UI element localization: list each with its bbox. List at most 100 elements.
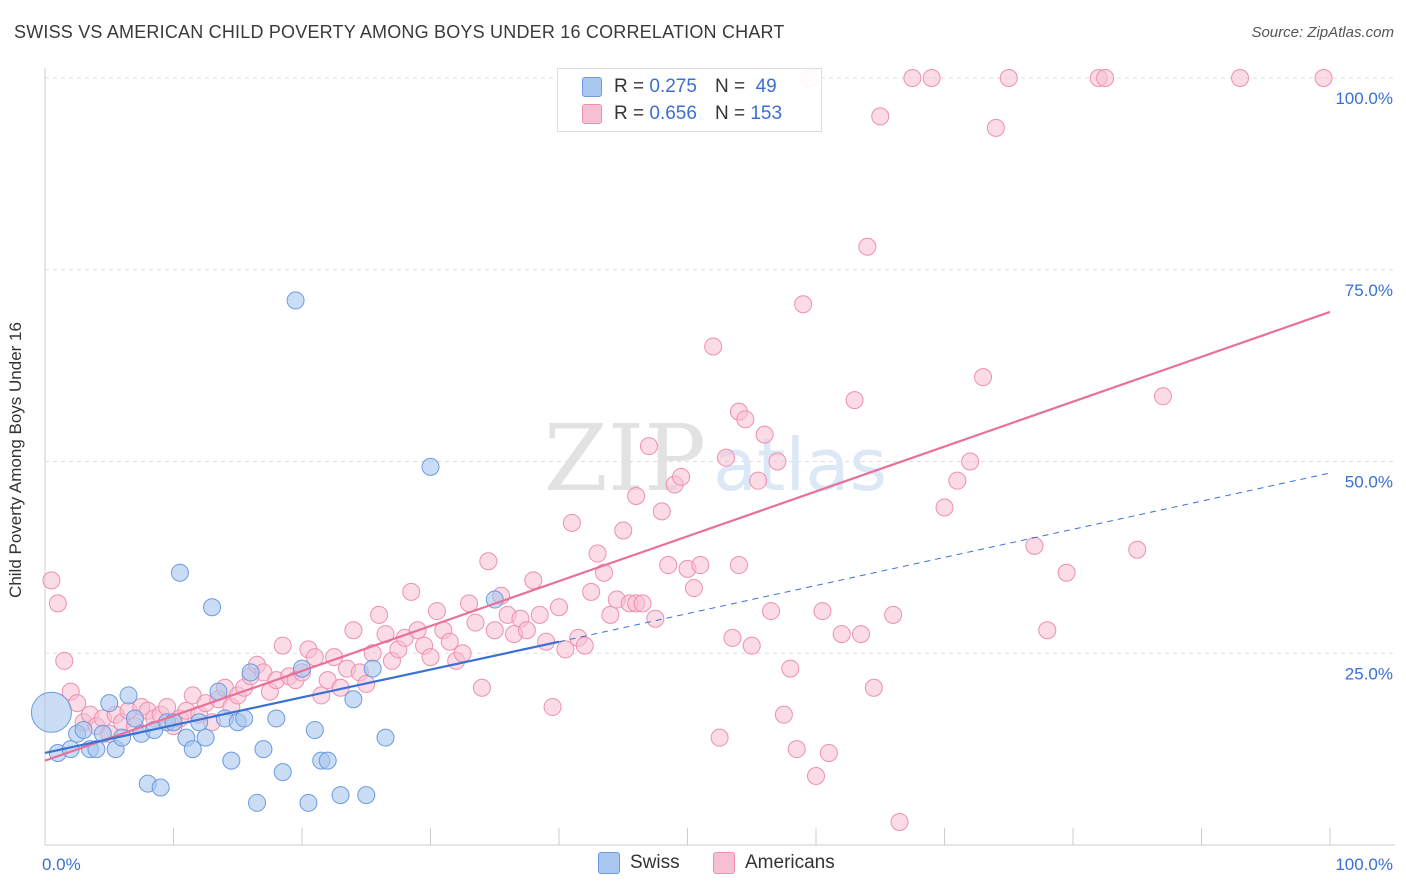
swiss-point <box>421 457 440 476</box>
swiss-trend-line <box>44 640 560 755</box>
swiss-point <box>100 694 119 713</box>
chart-title: SWISS VS AMERICAN CHILD POVERTY AMONG BO… <box>14 22 785 42</box>
y-axis-label-wrap: Child Poverty Among Boys Under 16 <box>6 322 26 598</box>
swiss-point <box>74 720 93 739</box>
legend-swiss-n-value: 49 <box>755 76 777 97</box>
swiss-point <box>203 598 222 617</box>
american-point <box>550 598 568 617</box>
american-point <box>485 621 504 640</box>
american-point <box>935 498 954 517</box>
american-point <box>537 632 556 651</box>
swiss-point <box>235 709 254 728</box>
correlation-legend: R = 0.275 N = 49 R = 0.656 N = 153 <box>557 68 822 132</box>
legend-row-americans: R = 0.656 N = 153 <box>582 102 782 126</box>
swiss-point <box>273 763 292 782</box>
american-point <box>762 602 781 621</box>
american-point <box>1096 69 1115 87</box>
american-point <box>344 621 363 640</box>
american-point <box>402 582 421 601</box>
american-point <box>819 743 838 762</box>
swiss-swatch-icon <box>582 77 602 97</box>
american-point <box>652 502 671 521</box>
legend-item-americans[interactable]: Americans <box>713 852 835 874</box>
american-point <box>594 563 613 582</box>
american-point <box>427 602 446 621</box>
american-point <box>472 678 491 697</box>
americans-trend-line <box>44 310 1331 762</box>
swiss-point <box>125 709 144 728</box>
american-point <box>871 107 890 126</box>
american-point <box>851 625 870 644</box>
y-tick-label: 50.0% <box>1345 473 1393 492</box>
american-point <box>684 579 703 598</box>
y-tick-label: 25.0% <box>1345 664 1393 683</box>
american-point <box>723 628 742 647</box>
swiss-point <box>254 740 273 759</box>
american-point <box>691 556 710 575</box>
swiss-point <box>222 751 241 770</box>
legend-swiss-label: Swiss <box>630 852 680 873</box>
watermark-zip: ZIP <box>544 405 706 512</box>
american-point <box>858 237 877 256</box>
swiss-point <box>344 690 363 709</box>
american-point <box>273 636 292 655</box>
watermark-atlas: atlas <box>713 423 887 507</box>
american-point <box>582 582 601 601</box>
american-point <box>659 556 678 575</box>
swiss-point <box>331 786 350 805</box>
legend-americans-r-label: R = <box>614 103 645 124</box>
american-point <box>903 69 922 87</box>
american-point <box>736 410 755 429</box>
trend-layer <box>44 310 1331 762</box>
american-point <box>1038 621 1057 640</box>
american-point <box>986 118 1005 137</box>
swiss-point <box>248 793 267 812</box>
legend-swiss-n-label: N = <box>714 76 746 97</box>
swiss-point <box>357 786 376 805</box>
legend-swiss-r-label: R = <box>614 76 645 97</box>
grid-layer <box>45 77 1395 654</box>
american-point <box>672 467 691 486</box>
american-point <box>774 705 793 724</box>
tick-labels: 25.0% 50.0% 75.0% 100.0% 0.0% 100.0% <box>42 89 1393 874</box>
y-tick-label: 75.0% <box>1345 281 1393 300</box>
american-point <box>749 471 768 490</box>
americans-legend-swatch-icon <box>713 852 735 874</box>
american-point <box>948 471 967 490</box>
swiss-point <box>267 709 286 728</box>
legend-americans-n-label: N = <box>714 103 746 124</box>
american-point <box>1231 69 1250 87</box>
american-point <box>524 571 543 590</box>
american-point <box>1057 563 1076 582</box>
american-point <box>453 644 472 663</box>
x-tick-label-min: 0.0% <box>42 855 81 874</box>
american-point <box>42 571 61 590</box>
american-point <box>633 594 652 613</box>
american-point <box>1314 69 1333 87</box>
swiss-point <box>286 291 305 310</box>
american-point <box>48 594 67 613</box>
american-point <box>556 640 575 659</box>
american-point <box>646 609 665 628</box>
swiss-point <box>363 659 382 678</box>
american-point <box>710 728 729 747</box>
series-legend: Swiss Americans <box>0 852 1406 878</box>
swiss-point <box>376 728 395 747</box>
american-point <box>601 605 620 624</box>
american-point <box>768 452 787 471</box>
american-point <box>717 448 736 467</box>
american-point <box>421 648 440 667</box>
american-point <box>813 602 832 621</box>
american-point <box>1153 387 1172 406</box>
legend-row-swiss: R = 0.275 N = 49 <box>582 75 777 99</box>
legend-americans-r-value: 0.656 <box>649 103 697 124</box>
chart-source: Source: ZipAtlas.com <box>1251 24 1394 41</box>
swiss-point <box>151 778 170 797</box>
swiss-point <box>241 663 260 682</box>
american-point <box>729 556 748 575</box>
legend-item-swiss[interactable]: Swiss <box>598 852 680 874</box>
american-point <box>543 697 562 716</box>
american-point <box>781 659 800 678</box>
american-point <box>530 605 549 624</box>
